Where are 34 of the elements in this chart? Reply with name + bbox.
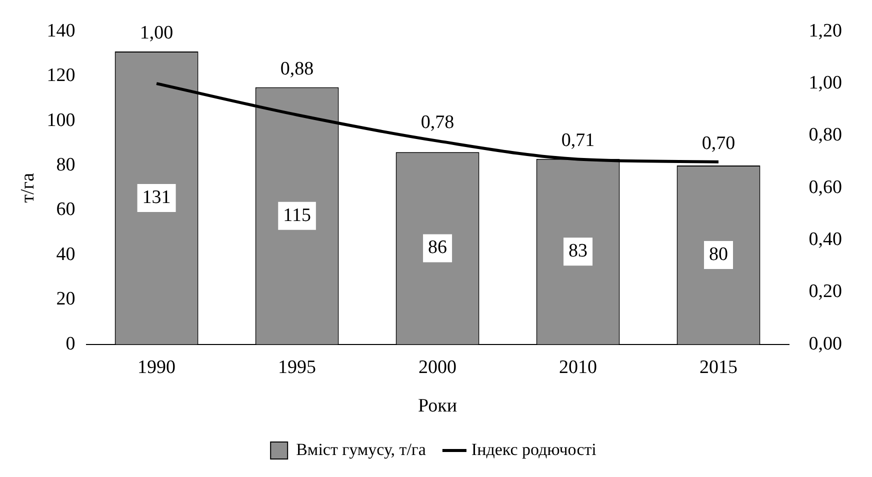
data-label: 0,88 — [280, 58, 314, 80]
x-tick-label: 2015 — [700, 356, 738, 378]
y-tick-label: 120 — [46, 65, 76, 86]
data-label: 115 — [283, 204, 311, 226]
y-tick-label: 100 — [46, 110, 76, 131]
y2-tick-label: 0,00 — [808, 333, 842, 354]
y2-tick-label: 0,40 — [808, 229, 842, 250]
data-label: 1,00 — [140, 22, 174, 44]
legend-label: Індекс родючості — [471, 440, 597, 459]
y-tick-label: 40 — [56, 244, 76, 265]
y2-tick-label: 0,20 — [808, 281, 842, 302]
y-axis-title: т/га — [17, 172, 38, 203]
y-tick-label: 20 — [56, 288, 76, 310]
data-label: 131 — [142, 186, 171, 208]
y2-tick-label: 1,00 — [808, 72, 842, 94]
y-tick-label: 0 — [66, 333, 76, 354]
y-tick-label: 60 — [56, 199, 76, 220]
data-label: 86 — [428, 237, 448, 258]
y2-tick-label: 1,20 — [808, 20, 842, 42]
data-label: 0,70 — [702, 132, 736, 154]
y2-tick-label: 0,80 — [808, 124, 842, 146]
x-tick-label: 2000 — [418, 356, 457, 378]
data-label: 83 — [568, 240, 588, 262]
legend-label: Вміст гумусу, т/га — [296, 440, 426, 459]
data-label: 80 — [709, 244, 728, 265]
x-tick-label: 1990 — [138, 356, 176, 378]
x-tick-label: 2010 — [559, 356, 598, 378]
x-tick-label: 1995 — [278, 356, 316, 378]
y-tick-label: 140 — [46, 20, 76, 42]
data-label: 0,78 — [420, 112, 454, 133]
y2-tick-label: 0,60 — [808, 176, 842, 198]
y-tick-label: 80 — [56, 154, 76, 176]
data-label: 0,71 — [561, 130, 595, 151]
x-axis-title: Роки — [418, 396, 458, 417]
